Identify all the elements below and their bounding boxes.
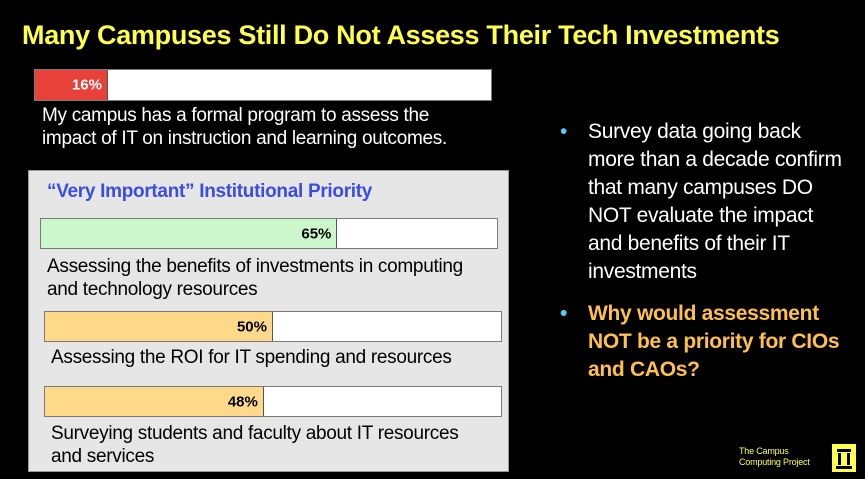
- bar-label-formal-program: My campus has a formal program to assess…: [42, 105, 447, 149]
- bar-benefits: 65%: [41, 219, 338, 248]
- priority-panel: “Very Important” Institutional Priority …: [28, 170, 509, 472]
- panel-title: “Very Important” Institutional Priority: [47, 181, 373, 202]
- bar-track-formal-program: 16%: [34, 69, 492, 101]
- bar-label-benefits: Assessing the benefits of investments in…: [47, 256, 463, 300]
- bullet-list: • Survey data going back more than a dec…: [560, 118, 850, 398]
- bullet-item: • Why would assessment NOT be a priority…: [560, 300, 850, 384]
- building-icon: [831, 443, 857, 473]
- bar-track-surveying: 48%: [44, 386, 502, 417]
- bar-track-roi: 50%: [44, 311, 502, 342]
- bullet-item: • Survey data going back more than a dec…: [560, 118, 850, 286]
- bar-value-label: 65%: [301, 225, 332, 242]
- bullet-text: Why would assessment NOT be a priority f…: [588, 302, 840, 381]
- campus-computing-logo: The Campus Computing Project: [739, 443, 857, 473]
- bullet-text: Survey data going back more than a decad…: [588, 120, 842, 283]
- bar-value-label: 16%: [71, 76, 102, 94]
- bar-roi: 50%: [45, 312, 273, 341]
- bullet-dot-icon: •: [560, 120, 568, 143]
- bar-surveying: 48%: [45, 387, 264, 416]
- bar-track-benefits: 65%: [40, 218, 498, 249]
- bar-value-label: 48%: [227, 393, 258, 410]
- bar-formal-program: 16%: [35, 70, 108, 100]
- bar-label-roi: Assessing the ROI for IT spending and re…: [51, 347, 452, 368]
- bullet-dot-icon: •: [560, 302, 568, 325]
- bar-value-label: 50%: [236, 318, 267, 335]
- bar-label-surveying: Surveying students and faculty about IT …: [51, 423, 459, 467]
- slide-title: Many Campuses Still Do Not Assess Their …: [22, 20, 780, 50]
- logo-text: The Campus Computing Project: [739, 446, 810, 467]
